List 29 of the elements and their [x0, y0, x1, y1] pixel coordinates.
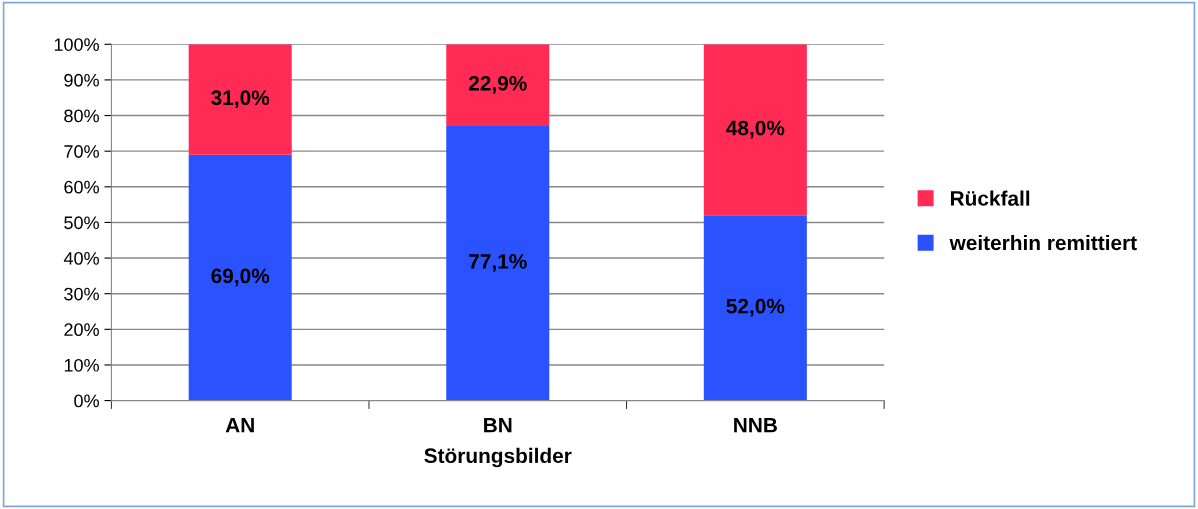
- y-tick-label: 40%: [63, 252, 99, 265]
- data-label: 77,1%: [469, 254, 527, 272]
- data-label: 22,9%: [468, 75, 527, 94]
- y-tick-label: 20%: [64, 323, 99, 337]
- bar: [703, 44, 807, 216]
- y-tick-label: 100%: [54, 38, 99, 51]
- bar: [188, 154, 292, 401]
- legend-label: weiterhin remittiert: [949, 234, 1137, 251]
- bar: [188, 44, 292, 155]
- legend-label: Rückfall: [950, 190, 1030, 206]
- x-tick-label: AN: [225, 418, 254, 433]
- data-label: 31,0%: [211, 90, 270, 109]
- y-tick-label: 50%: [64, 216, 99, 230]
- y-tick-label: 80%: [64, 109, 99, 123]
- y-tick-label: 30%: [64, 287, 99, 301]
- y-tick-label: 10%: [64, 358, 99, 372]
- y-tick-label: 60%: [64, 180, 99, 194]
- bar: [703, 215, 807, 401]
- bar: [446, 44, 550, 126]
- y-tick-label: 90%: [64, 73, 99, 87]
- data-label: 52,0%: [726, 298, 785, 317]
- y-tick-label: 70%: [64, 145, 99, 158]
- x-tick-label: BN: [484, 418, 512, 433]
- bar: [446, 125, 550, 401]
- y-tick-label: 0%: [74, 394, 99, 408]
- data-label: 69,0%: [211, 268, 270, 287]
- x-axis-title: Störungsbilder: [424, 447, 572, 468]
- data-label: 48,0%: [726, 120, 785, 139]
- x-tick-label: NNB: [734, 418, 777, 433]
